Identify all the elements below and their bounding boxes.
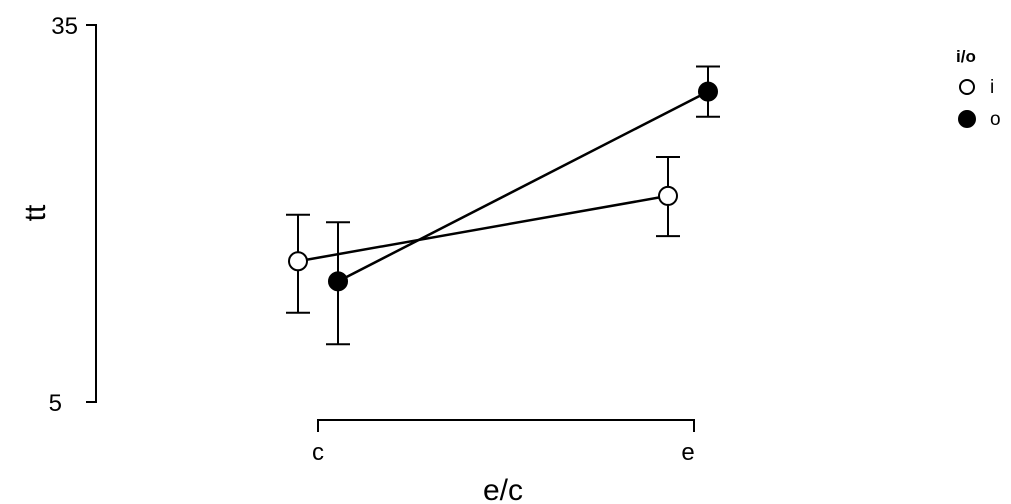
plot-area bbox=[286, 65, 720, 346]
data-point-o-c bbox=[328, 271, 348, 292]
data-point-i-e bbox=[658, 185, 678, 206]
legend-marker-o bbox=[958, 110, 976, 128]
legend-marker-i bbox=[959, 79, 975, 95]
series-i bbox=[286, 155, 680, 314]
x-tick-label-c: c bbox=[312, 439, 324, 466]
y-axis: 35 5 tt bbox=[19, 13, 97, 417]
y-axis-line bbox=[86, 24, 97, 403]
y-tick-label-bottom: 5 bbox=[49, 390, 62, 417]
legend: i/o i o bbox=[956, 47, 1001, 130]
data-point-o-e bbox=[698, 81, 718, 102]
x-axis-title: e/c bbox=[483, 474, 523, 504]
y-axis-title: tt bbox=[19, 204, 52, 221]
series-line-o bbox=[337, 90, 709, 283]
x-tick-label-e: e bbox=[681, 439, 694, 466]
legend-label-i: i bbox=[990, 77, 994, 98]
x-axis: c e e/c bbox=[312, 419, 695, 504]
series-line-i bbox=[297, 194, 669, 263]
data-point-i-c bbox=[288, 251, 308, 272]
legend-title: i/o bbox=[956, 47, 976, 66]
series-o bbox=[326, 65, 720, 346]
x-axis-line bbox=[317, 419, 695, 432]
legend-label-o: o bbox=[990, 109, 1001, 130]
y-tick-label-top: 35 bbox=[51, 13, 78, 40]
